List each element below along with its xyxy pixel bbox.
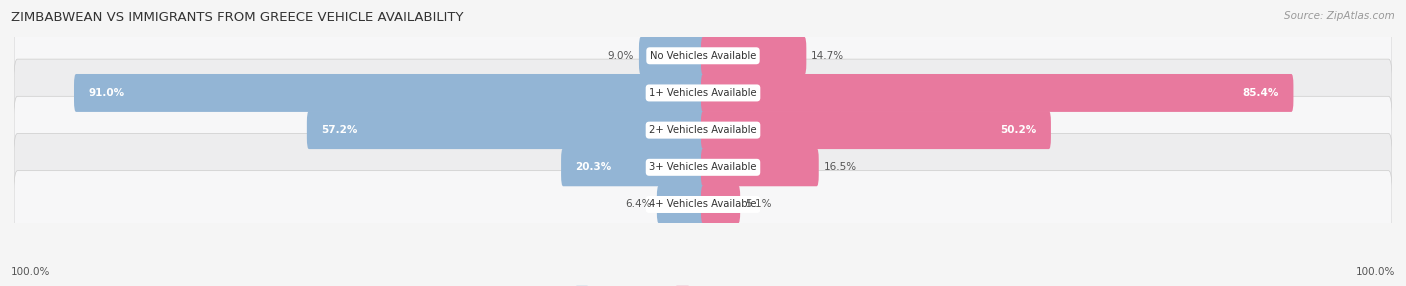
- Text: 20.3%: 20.3%: [575, 162, 612, 172]
- Text: 2+ Vehicles Available: 2+ Vehicles Available: [650, 125, 756, 135]
- FancyBboxPatch shape: [14, 134, 1392, 201]
- FancyBboxPatch shape: [702, 111, 1050, 149]
- Text: 5.1%: 5.1%: [745, 200, 772, 209]
- FancyBboxPatch shape: [14, 22, 1392, 90]
- Legend: Zimbabwean, Immigrants from Greece: Zimbabwean, Immigrants from Greece: [572, 282, 834, 286]
- Text: 50.2%: 50.2%: [1000, 125, 1036, 135]
- Text: 4+ Vehicles Available: 4+ Vehicles Available: [650, 200, 756, 209]
- FancyBboxPatch shape: [657, 186, 704, 223]
- Text: 100.0%: 100.0%: [1355, 267, 1395, 277]
- FancyBboxPatch shape: [561, 148, 704, 186]
- Text: ZIMBABWEAN VS IMMIGRANTS FROM GREECE VEHICLE AVAILABILITY: ZIMBABWEAN VS IMMIGRANTS FROM GREECE VEH…: [11, 11, 464, 24]
- Text: 85.4%: 85.4%: [1243, 88, 1279, 98]
- Text: 100.0%: 100.0%: [11, 267, 51, 277]
- FancyBboxPatch shape: [638, 37, 704, 75]
- FancyBboxPatch shape: [702, 37, 807, 75]
- FancyBboxPatch shape: [307, 111, 704, 149]
- Text: 9.0%: 9.0%: [607, 51, 634, 61]
- FancyBboxPatch shape: [702, 186, 740, 223]
- Text: 91.0%: 91.0%: [89, 88, 125, 98]
- FancyBboxPatch shape: [702, 74, 1294, 112]
- Text: 16.5%: 16.5%: [824, 162, 856, 172]
- Text: 14.7%: 14.7%: [811, 51, 844, 61]
- Text: 6.4%: 6.4%: [626, 200, 652, 209]
- FancyBboxPatch shape: [14, 96, 1392, 164]
- FancyBboxPatch shape: [702, 148, 818, 186]
- FancyBboxPatch shape: [14, 59, 1392, 127]
- Text: 57.2%: 57.2%: [322, 125, 357, 135]
- Text: Source: ZipAtlas.com: Source: ZipAtlas.com: [1284, 11, 1395, 21]
- Text: 3+ Vehicles Available: 3+ Vehicles Available: [650, 162, 756, 172]
- FancyBboxPatch shape: [75, 74, 704, 112]
- Text: 1+ Vehicles Available: 1+ Vehicles Available: [650, 88, 756, 98]
- Text: No Vehicles Available: No Vehicles Available: [650, 51, 756, 61]
- FancyBboxPatch shape: [14, 171, 1392, 238]
